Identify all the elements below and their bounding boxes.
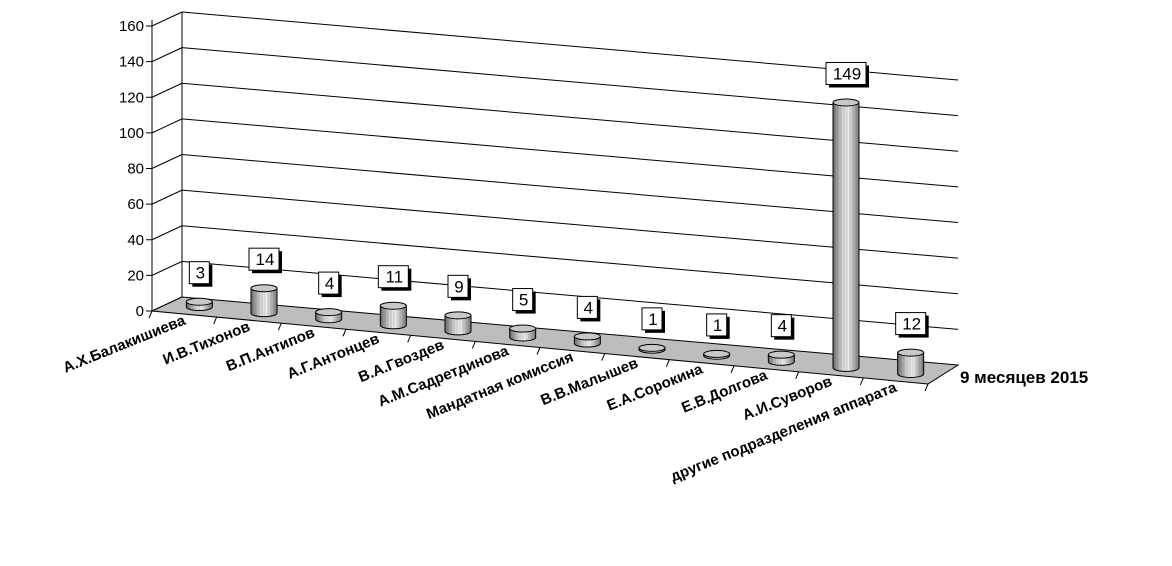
bar (250, 284, 278, 318)
x-tick-mark (213, 316, 218, 325)
gridline (181, 47, 959, 117)
x-tick-mark (665, 359, 670, 367)
y-axis: 0 20 40 60 80 100 120 140 160 (119, 18, 153, 320)
gridline (181, 260, 959, 330)
bar (897, 348, 925, 378)
gridline (181, 189, 959, 259)
bar (573, 332, 601, 348)
x-tick-mark (536, 347, 541, 355)
data-label: 4 (576, 295, 601, 322)
x-tick-mark (601, 353, 606, 361)
data-label: 12 (895, 312, 929, 338)
y-tick-label: 80 (127, 161, 144, 178)
svg-text:9: 9 (454, 277, 463, 296)
svg-text:4: 4 (325, 274, 334, 293)
x-tick-mark (730, 365, 735, 373)
side-gridline (151, 189, 183, 205)
bar (638, 343, 666, 354)
svg-text:4: 4 (584, 298, 593, 317)
x-tick-mark (342, 329, 347, 337)
x-tick-mark (277, 322, 282, 331)
x-tick-mark (859, 377, 864, 386)
data-label: 9 (447, 274, 471, 301)
data-label: 149 (825, 61, 869, 88)
gridline (181, 154, 959, 223)
svg-text:12: 12 (902, 315, 921, 334)
side-gridline (151, 260, 183, 276)
series-label: 9 месяцев 2015 (960, 368, 1088, 387)
y-tick-label: 40 (127, 232, 144, 249)
x-tick-mark (795, 371, 800, 380)
y-tick-label: 100 (119, 125, 144, 142)
svg-text:1: 1 (713, 316, 722, 335)
bar (509, 324, 537, 342)
y-tick-label: 20 (127, 267, 144, 284)
svg-text:11: 11 (386, 268, 404, 287)
svg-text:14: 14 (256, 250, 275, 269)
y-tick-label: 120 (119, 89, 144, 106)
side-gridline (151, 154, 183, 169)
data-label: 1 (641, 307, 665, 333)
gridline (181, 82, 959, 152)
data-label: 4 (318, 271, 342, 298)
svg-text:4: 4 (778, 317, 787, 336)
svg-text:5: 5 (519, 291, 528, 310)
svg-text:1: 1 (648, 310, 657, 329)
x-tick-mark (924, 383, 929, 392)
y-tick-label: 0 (136, 303, 144, 320)
y-tick-label: 60 (127, 196, 144, 213)
bar (832, 98, 860, 372)
bar (185, 297, 213, 312)
side-gridline (151, 11, 183, 27)
side-gridline (151, 47, 183, 63)
bar (767, 350, 795, 366)
gridline (181, 225, 959, 295)
x-tick-mark (407, 335, 412, 343)
data-label: 4 (770, 314, 795, 340)
y-tick-label: 140 (119, 54, 144, 71)
side-gridline (151, 82, 183, 98)
data-label: 11 (377, 265, 412, 291)
svg-text:149: 149 (833, 64, 861, 83)
side-gridline (151, 118, 183, 134)
bar (703, 349, 731, 360)
side-gridline (151, 225, 183, 241)
chart-walls (151, 11, 959, 330)
y-tick-label: 160 (119, 18, 144, 35)
bar (315, 308, 343, 324)
data-label: 3 (188, 261, 213, 287)
bar (379, 301, 407, 330)
bar (444, 311, 472, 336)
svg-text:3: 3 (196, 264, 205, 283)
data-label: 5 (512, 288, 536, 314)
x-tick-mark (148, 310, 153, 319)
gridline (181, 118, 959, 188)
data-label: 1 (706, 313, 730, 339)
data-label: 14 (248, 247, 282, 274)
x-tick-mark (471, 341, 476, 349)
